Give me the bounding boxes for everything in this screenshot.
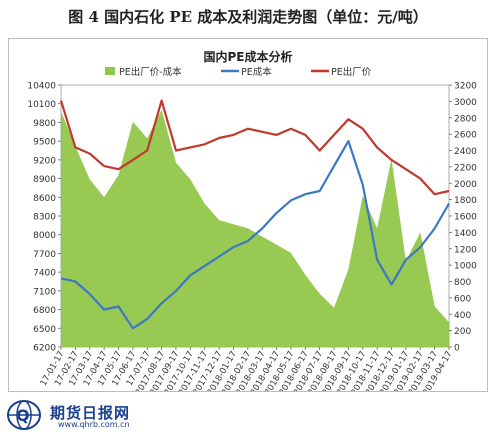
y-right-tick-label: 2000 <box>454 180 477 190</box>
legend: PE出厂价-成本 PE成本 PE出厂价 <box>105 66 372 78</box>
area-series-margin <box>61 110 449 347</box>
y-right-tick-label: 1400 <box>454 229 477 239</box>
figure-title: 图 4 国内石化 PE 成本及利润走势图（单位：元/吨） <box>0 6 496 27</box>
y-left-tick-label: 7100 <box>33 287 56 297</box>
y-right-tick-label: 1000 <box>454 262 477 272</box>
chart-title: 国内PE成本分析 <box>204 49 293 64</box>
y-right-tick-label: 600 <box>454 294 471 304</box>
y-left-tick-label: 9200 <box>33 156 56 166</box>
y-left-tick-label: 9500 <box>33 138 56 148</box>
y-left-tick-label: 6500 <box>33 325 56 335</box>
y-left-tick-label: 10400 <box>27 82 56 92</box>
y-left-tick-label: 7700 <box>33 250 56 260</box>
legend-label: PE出厂价 <box>331 66 372 78</box>
legend-label: PE成本 <box>241 66 272 78</box>
y-right-tick-label: 2800 <box>454 114 477 124</box>
y-right-tick-label: 0 <box>454 344 460 354</box>
y-left-tick-label: 8600 <box>33 194 56 204</box>
y-right-tick-label: 2400 <box>454 147 477 157</box>
y-left-tick-label: 9800 <box>33 119 56 129</box>
legend-label: PE出厂价-成本 <box>119 66 182 78</box>
y-right-tick-label: 3000 <box>454 98 477 108</box>
chart-frame: 国内PE成本分析 PE出厂价-成本 PE成本 PE出厂价 6200 6500 6800 7… <box>8 38 488 392</box>
globe-icon: Q <box>6 398 46 432</box>
y-right-tick-label: 1800 <box>454 196 477 206</box>
y-left-tick-label: 10100 <box>27 100 56 110</box>
legend-swatch-margin <box>105 67 115 75</box>
y-right-tick-label: 200 <box>454 327 471 337</box>
series-marks <box>61 101 449 347</box>
pe-cost-chart: 国内PE成本分析 PE出厂价-成本 PE成本 PE出厂价 6200 6500 6800 7… <box>9 39 487 391</box>
y-left-tick-label: 8300 <box>33 213 56 223</box>
y-right-tick-label: 800 <box>454 278 471 288</box>
y-right-tick-label: 1200 <box>454 245 477 255</box>
watermark-url: www.qhrb.com.cn <box>58 420 130 429</box>
y-left-tick-label: 7400 <box>33 269 56 279</box>
y-left-tick-label: 6200 <box>33 344 56 354</box>
y-right-tick-label: 3200 <box>454 82 477 92</box>
y-right-tick-label: 2200 <box>454 163 477 173</box>
y-left-tick-label: 6800 <box>33 306 56 316</box>
y-left-tick-label: 8900 <box>33 175 56 185</box>
y-left-tick-label: 8000 <box>33 231 56 241</box>
watermark-logo: Q 期货日报网 www.qhrb.com.cn <box>6 398 156 432</box>
y-right-tick-label: 2600 <box>454 131 477 141</box>
svg-text:Q: Q <box>16 406 30 425</box>
y-right-tick-label: 1600 <box>454 213 477 223</box>
y-right-tick-label: 400 <box>454 311 471 321</box>
